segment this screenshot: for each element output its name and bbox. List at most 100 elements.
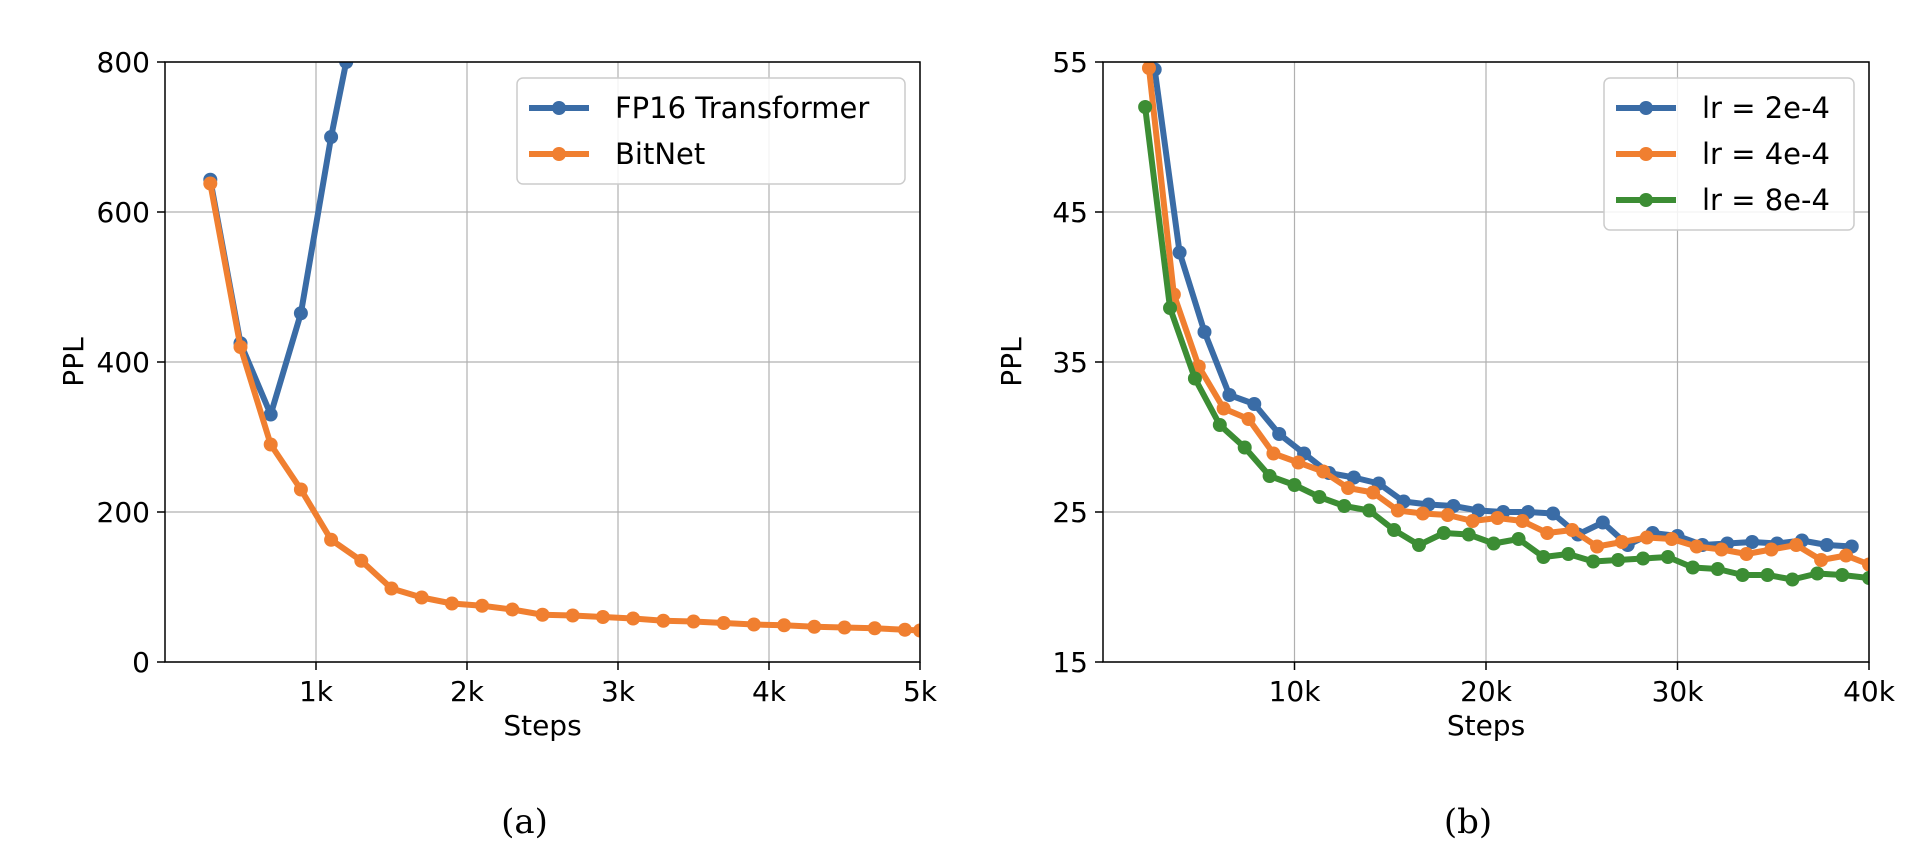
series-3-point: [1536, 550, 1551, 564]
y-tick-label: 55: [1052, 46, 1088, 79]
series-2-point: [1689, 539, 1704, 554]
series-3-point: [1362, 503, 1377, 518]
legend-swatch-marker: [1639, 147, 1653, 161]
series-3-point: [1710, 562, 1725, 576]
legend-swatch-marker: [552, 101, 566, 115]
series-2-point: [1739, 547, 1754, 561]
series-2-point: [1241, 412, 1256, 426]
series-2-point: [913, 623, 920, 638]
series-1-point: [1247, 397, 1262, 411]
subfigure-caption: (a): [501, 802, 548, 842]
series-3-point: [1735, 568, 1750, 582]
series-2-point: [656, 613, 671, 628]
series-3-point: [1810, 566, 1825, 581]
series-2-point: [716, 616, 731, 630]
series-3-point: [1212, 418, 1227, 432]
series-3-point: [1436, 526, 1451, 540]
series-3-point: [1586, 554, 1601, 569]
series-3-point: [1461, 527, 1476, 542]
series-2-point: [1515, 514, 1530, 528]
series-1-point: [1546, 506, 1561, 521]
y-tick-label: 800: [97, 46, 150, 79]
legend-swatch-marker: [1639, 101, 1653, 115]
series-3-point: [1760, 568, 1775, 582]
series-3-point: [1862, 571, 1869, 585]
series-3-point: [1237, 440, 1252, 455]
x-tick-label: 2k: [450, 675, 485, 708]
series-1-point: [339, 62, 354, 69]
series-2-point: [746, 617, 761, 632]
legend-label: BitNet: [615, 137, 705, 171]
series-2-point: [1764, 542, 1779, 557]
series-3-point: [1387, 523, 1402, 537]
series-2-point: [414, 590, 429, 605]
chart-b: 10k 20k 30k 40k 15 25 35 45 55 Steps PPL lr = 2e-4 l…: [995, 46, 1896, 842]
series-3-point: [1287, 478, 1302, 492]
chart-a: 1k 2k 3k 4k 5k 0 200 400 600 800 Steps PPL FP16 Tran…: [57, 46, 938, 842]
series-1-point: [1595, 515, 1610, 530]
series-2-point: [535, 607, 550, 622]
y-tick-label: 200: [97, 496, 150, 529]
series-1-point: [1471, 503, 1486, 518]
series-1-point: [324, 130, 339, 144]
legend-box: [516, 77, 906, 185]
y-tick-label: 15: [1052, 646, 1088, 679]
series-3-point: [1636, 551, 1651, 566]
y-tick-label: 35: [1052, 346, 1088, 379]
series-2-point: [1291, 455, 1306, 470]
legend-label: lr = 2e-4: [1702, 91, 1830, 125]
x-tick-label: 1k: [299, 675, 334, 708]
series-2-point: [1390, 503, 1405, 518]
legend-label: lr = 8e-4: [1702, 183, 1830, 217]
y-tick-label: 600: [97, 196, 150, 229]
series-2-point: [777, 618, 792, 633]
series-2-point: [1465, 514, 1480, 528]
series-2-point: [354, 553, 369, 568]
series-2-point: [1490, 511, 1505, 525]
series-2-point: [1664, 532, 1679, 546]
legend-label: FP16 Transformer: [615, 91, 869, 125]
x-axis-label: Steps: [503, 709, 581, 742]
y-tick-label: 400: [97, 346, 150, 379]
data-layer: [203, 62, 920, 638]
series-3-point: [1511, 532, 1526, 546]
y-axis-label: PPL: [995, 337, 1028, 387]
series-2-point: [1316, 464, 1331, 479]
series-2-point: [1216, 401, 1231, 416]
series-1-point: [1197, 325, 1212, 339]
series-2-point: [505, 602, 520, 617]
series-2-point: [1789, 538, 1804, 552]
series-3-point: [1312, 490, 1327, 504]
x-tick-label: 40k: [1843, 675, 1896, 708]
series-1-point: [263, 407, 278, 422]
series-2-point: [565, 608, 580, 623]
y-tick-label: 45: [1052, 196, 1088, 229]
series-2-point: [686, 614, 701, 629]
series-2-point: [807, 619, 822, 634]
series-3-point: [1163, 301, 1178, 315]
series-3-point: [1685, 560, 1700, 575]
legend-swatch-marker: [552, 147, 566, 161]
series-2-point: [293, 482, 308, 497]
series-1-point: [1346, 470, 1361, 485]
series-1-point: [1222, 388, 1237, 402]
series-1-point: [293, 306, 308, 321]
x-axis-label: Steps: [1447, 709, 1525, 742]
x-tick-label: 30k: [1652, 675, 1705, 708]
series-2-point: [1341, 481, 1356, 495]
series-2-point: [626, 611, 641, 626]
x-tick-label: 4k: [752, 675, 787, 708]
series-2-point: [1141, 62, 1156, 75]
series-3-point: [1611, 553, 1626, 567]
x-tick-label: 5k: [903, 675, 938, 708]
series-2-point: [1614, 535, 1629, 549]
series-2-point: [1191, 359, 1206, 374]
legend-swatch-marker: [1639, 193, 1653, 207]
y-tick-label: 0: [132, 646, 150, 679]
y-axis-label: PPL: [57, 337, 90, 387]
series-2-point: [897, 622, 912, 637]
series-3-point: [1660, 550, 1675, 564]
y-tick-label: 25: [1052, 496, 1088, 529]
series-1-point: [1172, 245, 1187, 260]
